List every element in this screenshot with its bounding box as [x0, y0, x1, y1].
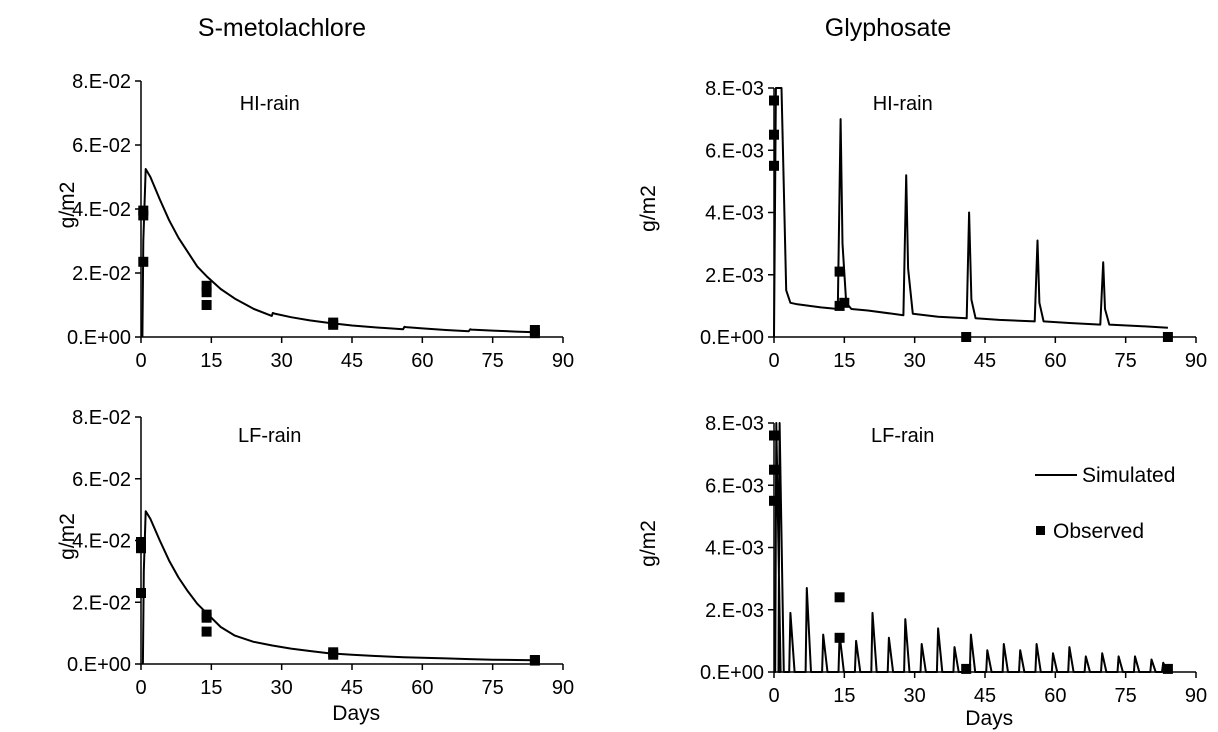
y-tick-label: 4.E-03 [705, 538, 764, 560]
simulated-series-line [143, 511, 535, 664]
x-tick-label: 45 [341, 677, 363, 699]
x-tick-label: 0 [135, 350, 146, 372]
observed-point [1163, 664, 1173, 674]
observed-point [138, 257, 148, 267]
y-tick-label: 6.E-03 [705, 140, 764, 162]
y-axis-label: g/m2 [56, 513, 79, 560]
x-tick-label: 45 [341, 350, 363, 372]
observed-point [835, 267, 845, 277]
y-tick-label: 0.E+00 [67, 654, 131, 676]
y-tick-label: 0.E+00 [700, 327, 764, 349]
x-tick-label: 15 [200, 677, 222, 699]
column-title-left: S-metolachlore [198, 14, 366, 42]
observed-point [961, 664, 971, 674]
y-tick-label: 4.E-02 [72, 531, 131, 553]
legend-simulated-label: Simulated [1082, 464, 1175, 487]
x-tick-label: 0 [768, 350, 779, 372]
observed-point [835, 633, 845, 643]
y-tick-label: 4.E-02 [72, 199, 131, 221]
observed-point [202, 300, 212, 310]
x-tick-label: 90 [552, 677, 574, 699]
x-tick-label: 30 [904, 350, 926, 372]
y-tick-label: 8.E-02 [72, 407, 131, 429]
panel-s-metolachlore-hi-rain: 0.E+00 2.E-02 4.E-02 6.E-02 8.E-02 0 15 30 45 60 7… [56, 71, 574, 372]
panel-glyphosate-hi-rain: 0.E+00 2.E-03 4.E-03 6.E-03 8.E-03 0 15 30 45 60 7… [637, 78, 1207, 372]
observed-point [769, 161, 779, 171]
observed-point [202, 613, 212, 623]
y-tick-label: 2.E-03 [705, 600, 764, 622]
panel-glyphosate-lf-rain: 0.E+00 2.E-03 4.E-03 6.E-03 8.E-03 0 15 30 45 60 7… [637, 413, 1207, 730]
simulated-series-line [774, 423, 1167, 672]
panel-s-metolachlore-lf-rain: 0.E+00 2.E-02 4.E-02 6.E-02 8.E-02 0 15 30 45 60 7… [56, 407, 574, 725]
y-tick-label: 8.E-03 [705, 78, 764, 100]
x-tick-label: 15 [200, 350, 222, 372]
y-axis-label: g/m2 [637, 185, 660, 232]
y-tick-label: 8.E-03 [705, 413, 764, 435]
x-tick-label: 90 [1185, 350, 1207, 372]
panel-subtitle: HI-rain [240, 93, 300, 115]
y-tick-label: 8.E-02 [72, 71, 131, 93]
y-tick-label: 2.E-02 [72, 263, 131, 285]
y-tick-label: 0.E+00 [67, 327, 131, 349]
legend: Simulated Observed [1035, 464, 1175, 543]
x-axis-label: Days [965, 707, 1013, 730]
observed-point [839, 298, 849, 308]
observed-point [138, 210, 148, 220]
observed-point [530, 656, 540, 666]
observed-point [961, 332, 971, 342]
x-tick-label: 90 [1185, 685, 1207, 707]
x-tick-label: 45 [974, 350, 996, 372]
x-tick-label: 60 [411, 350, 433, 372]
y-tick-label: 6.E-03 [705, 475, 764, 497]
panel-subtitle: LF-rain [871, 425, 934, 447]
x-tick-label: 15 [833, 350, 855, 372]
x-tick-label: 60 [411, 677, 433, 699]
x-tick-label: 75 [482, 677, 504, 699]
observed-point [835, 592, 845, 602]
x-tick-label: 30 [904, 685, 926, 707]
panel-subtitle: LF-rain [238, 425, 301, 447]
observed-point [328, 320, 338, 330]
simulated-series-line [774, 88, 1168, 337]
legend-observed-marker [1036, 526, 1045, 535]
y-axis-label: g/m2 [637, 520, 660, 567]
x-tick-label: 60 [1044, 685, 1066, 707]
observed-point [530, 328, 540, 338]
observed-point [1163, 332, 1173, 342]
observed-point [769, 496, 779, 506]
x-tick-label: 90 [552, 350, 574, 372]
observed-point [769, 130, 779, 140]
x-tick-label: 30 [271, 677, 293, 699]
observed-point [202, 287, 212, 297]
x-tick-label: 75 [482, 350, 504, 372]
x-tick-label: 15 [833, 685, 855, 707]
observed-point [769, 465, 779, 475]
observed-point [328, 650, 338, 660]
x-tick-label: 60 [1044, 350, 1066, 372]
observed-point [202, 627, 212, 637]
y-tick-label: 2.E-03 [705, 265, 764, 287]
x-tick-label: 0 [768, 685, 779, 707]
panel-subtitle: HI-rain [873, 93, 933, 115]
observed-point [769, 96, 779, 106]
y-tick-label: 6.E-02 [72, 469, 131, 491]
legend-observed-label: Observed [1053, 520, 1144, 543]
x-tick-label: 0 [135, 677, 146, 699]
observed-point [136, 588, 146, 598]
x-tick-label: 75 [1115, 350, 1137, 372]
observed-point [769, 431, 779, 441]
column-title-right: Glyphosate [825, 14, 951, 42]
x-axis-label: Days [332, 702, 380, 725]
y-tick-label: 2.E-02 [72, 592, 131, 614]
y-tick-label: 4.E-03 [705, 203, 764, 225]
x-tick-label: 45 [974, 685, 996, 707]
simulated-series-line [142, 169, 535, 337]
y-axis-label: g/m2 [56, 182, 79, 229]
y-tick-label: 0.E+00 [700, 662, 764, 684]
observed-point [136, 543, 146, 553]
y-tick-label: 6.E-02 [72, 135, 131, 157]
x-tick-label: 30 [271, 350, 293, 372]
x-tick-label: 75 [1115, 685, 1137, 707]
